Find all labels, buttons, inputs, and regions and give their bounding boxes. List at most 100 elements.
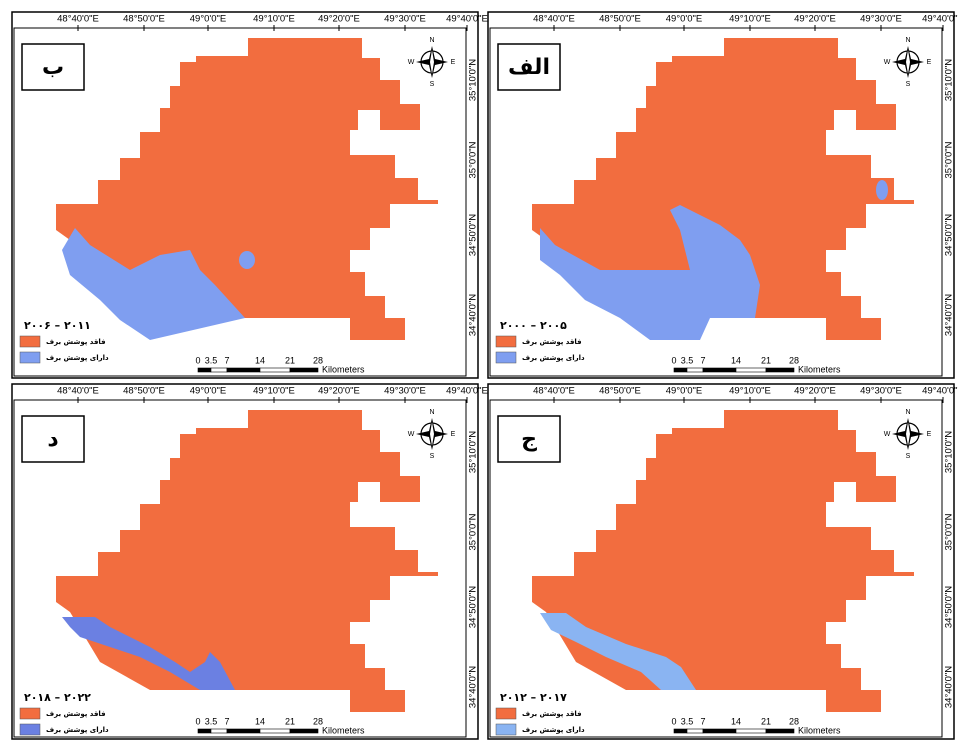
scale-bar	[735, 728, 767, 734]
scale-label: 3.5	[205, 355, 218, 365]
no-snow-area	[56, 410, 438, 712]
latitude-label: 34°50'0"N	[468, 214, 479, 256]
scale-bar	[197, 367, 212, 373]
compass-star-inner	[906, 422, 910, 446]
snow-area	[62, 617, 235, 690]
longitude-label: 49°20'0"E	[318, 386, 360, 397]
legend-swatch	[19, 351, 41, 364]
scale-bar	[289, 728, 319, 734]
longitude-label: 48°40'0"E	[57, 386, 99, 397]
longitude-label: 49°10'0"E	[729, 386, 771, 397]
legend-swatch	[19, 723, 41, 736]
compass-s: S	[430, 453, 435, 460]
snow-area	[239, 251, 255, 269]
scale-bar	[289, 367, 319, 373]
scale-label: 7	[224, 355, 229, 365]
compass-w: W	[884, 431, 891, 438]
legend-label: فاقد پوشش برف	[46, 338, 106, 346]
snow-area	[540, 613, 696, 690]
longitude-label: 49°0'0"E	[190, 386, 226, 397]
scale-label: 3.5	[205, 716, 218, 726]
latitude-label: 35°0'0"N	[944, 513, 955, 550]
scale-label: 28	[313, 716, 323, 726]
label-box	[21, 415, 85, 463]
legend-label: فاقد پوشش برف	[46, 710, 106, 718]
longitude-label: 48°50'0"E	[599, 386, 641, 397]
longitude-label: 48°50'0"E	[123, 14, 165, 25]
latitude-label: 35°10'0"N	[944, 431, 955, 473]
label-box	[21, 43, 85, 91]
scale-bar	[686, 728, 704, 734]
scale-bar	[765, 728, 795, 734]
scale-bar	[259, 367, 291, 373]
scale-label: 7	[700, 355, 705, 365]
compass-e: E	[451, 431, 456, 438]
compass-s: S	[430, 81, 435, 88]
scale-bar	[735, 367, 767, 373]
compass-star-inner	[906, 50, 910, 74]
longitude-label: 49°40'0"E	[922, 14, 958, 25]
scale-label: 28	[789, 716, 799, 726]
longitude-label: 49°10'0"E	[253, 14, 295, 25]
no-snow-area	[532, 410, 914, 712]
legend-label: فاقد پوشش برف	[522, 338, 582, 346]
legend-swatch	[495, 723, 517, 736]
scale-bar	[226, 367, 261, 373]
map-panel: 48°40'0"E 48°50'0"E 49°0'0"E 49°10'0"E 49°20…	[487, 11, 958, 379]
latitude-label: 34°50'0"N	[944, 586, 955, 628]
compass-n: N	[429, 409, 434, 416]
panel-label: الف	[508, 55, 550, 80]
longitude-label: 49°20'0"E	[794, 386, 836, 397]
no-snow-area	[532, 38, 914, 340]
longitude-label: 49°30'0"E	[384, 14, 426, 25]
map-panel: 48°40'0"E 48°50'0"E 49°0'0"E 49°10'0"E 49°20…	[11, 11, 488, 379]
longitude-label: 49°40'0"E	[446, 386, 488, 397]
compass-e: E	[927, 59, 932, 66]
longitude-label: 49°40'0"E	[446, 14, 488, 25]
longitude-label: 48°40'0"E	[533, 14, 575, 25]
legend-swatch	[495, 335, 517, 348]
scale-label: 0	[195, 355, 200, 365]
legend-swatch	[495, 707, 517, 720]
scale-label: 14	[255, 716, 265, 726]
compass-n: N	[429, 37, 434, 44]
scale-unit: Kilometers	[798, 725, 841, 735]
compass-s: S	[906, 81, 911, 88]
longitude-label: 49°20'0"E	[318, 14, 360, 25]
scale-bar	[702, 367, 737, 373]
compass-w: W	[408, 431, 415, 438]
scale-label: 3.5	[681, 716, 694, 726]
compass-w: W	[884, 59, 891, 66]
scale-label: 21	[761, 716, 771, 726]
scale-label: 7	[700, 716, 705, 726]
legend-label: دارای پوشش برف	[46, 354, 109, 362]
scale-bar	[702, 728, 737, 734]
legend-label: دارای پوشش برف	[522, 726, 585, 734]
longitude-label: 48°50'0"E	[599, 14, 641, 25]
snow-area	[540, 205, 760, 340]
latitude-label: 35°10'0"N	[944, 59, 955, 101]
latitude-label: 34°40'0"N	[944, 666, 955, 708]
longitude-label: 49°30'0"E	[860, 14, 902, 25]
scale-label: 3.5	[681, 355, 694, 365]
scale-bar	[226, 728, 261, 734]
scale-label: 0	[195, 716, 200, 726]
latitude-label: 34°40'0"N	[468, 666, 479, 708]
scale-bar	[197, 728, 212, 734]
scale-label: 14	[731, 716, 741, 726]
legend-label: دارای پوشش برف	[522, 354, 585, 362]
latitude-label: 35°10'0"N	[468, 431, 479, 473]
compass-e: E	[451, 59, 456, 66]
latitude-label: 35°0'0"N	[468, 141, 479, 178]
compass-star-inner	[430, 50, 434, 74]
panel-label: ب	[42, 55, 64, 80]
scale-bar	[686, 367, 704, 373]
scale-label: 0	[671, 716, 676, 726]
scale-bar	[210, 367, 228, 373]
scale-unit: Kilometers	[322, 725, 365, 735]
compass-n: N	[905, 409, 910, 416]
map-panel: 48°40'0"E 48°50'0"E 49°0'0"E 49°10'0"E 49°20…	[487, 383, 958, 740]
scale-label: 21	[761, 355, 771, 365]
compass-s: S	[906, 453, 911, 460]
snow-area	[876, 180, 888, 200]
